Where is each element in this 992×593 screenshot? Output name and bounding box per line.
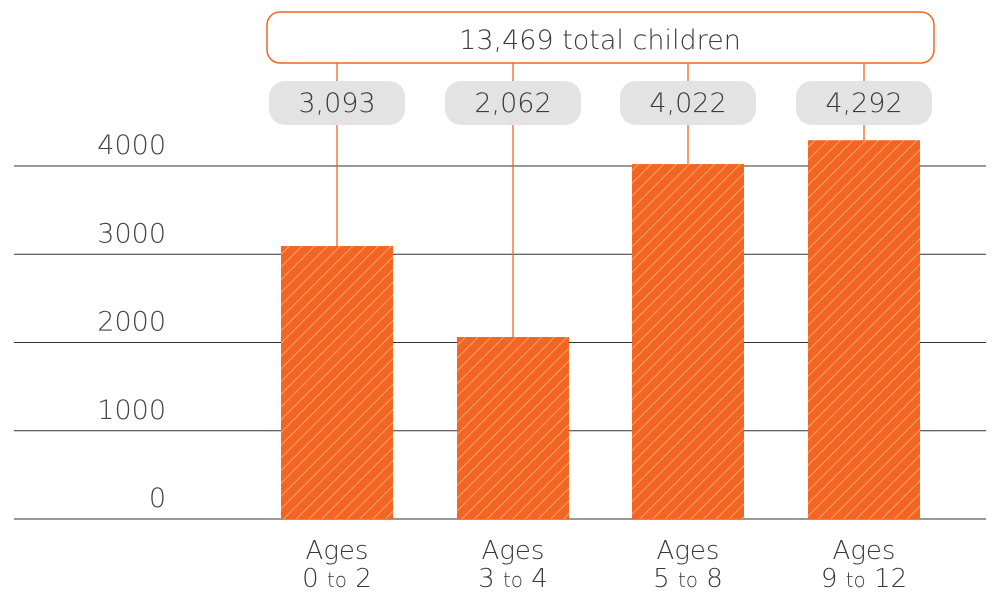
value-label-3: 4,022 bbox=[649, 88, 726, 119]
bar-3 bbox=[632, 164, 744, 519]
value-label-1: 3,093 bbox=[298, 88, 375, 119]
bar-1 bbox=[281, 246, 393, 519]
y-tick-label-1000: 1000 bbox=[97, 395, 166, 426]
value-label-2: 2,062 bbox=[474, 88, 551, 119]
total-children-label: 13,469 total children bbox=[459, 25, 741, 56]
category-label-line1-4: Ages bbox=[833, 536, 896, 566]
bar-connectors bbox=[336, 63, 865, 338]
total-box-outline bbox=[266, 11, 935, 64]
y-tick-label-0: 0 bbox=[149, 483, 166, 514]
category-label-line2-3: 5 to 8 bbox=[653, 564, 723, 593]
category-label-line1-1: Ages bbox=[306, 536, 369, 566]
category-label-line2-1: 0 to 2 bbox=[302, 564, 372, 593]
y-tick-label-3000: 3000 bbox=[97, 218, 166, 249]
value-pill-1 bbox=[269, 81, 405, 125]
value-pill-4 bbox=[796, 81, 932, 125]
category-label-line2-4: 9 to 12 bbox=[821, 564, 907, 593]
value-pill-2 bbox=[445, 81, 581, 125]
category-label-line1-2: Ages bbox=[482, 536, 545, 566]
value-label-4: 4,292 bbox=[825, 88, 902, 119]
category-label-line1-3: Ages bbox=[657, 536, 720, 566]
bar-4 bbox=[808, 140, 920, 519]
total-children-box: 13,469 total children bbox=[266, 11, 935, 64]
bars bbox=[281, 140, 920, 519]
category-label-line2-2: 3 to 4 bbox=[478, 564, 548, 593]
value-pill-3 bbox=[620, 81, 756, 125]
y-tick-label-4000: 4000 bbox=[97, 130, 166, 161]
y-axis-tick-labels: 0 1000 2000 3000 4000 bbox=[97, 130, 166, 514]
bar-2 bbox=[457, 337, 569, 519]
value-labels: 3,093 2,062 4,022 4,292 bbox=[269, 81, 932, 125]
y-tick-label-2000: 2000 bbox=[97, 307, 166, 338]
